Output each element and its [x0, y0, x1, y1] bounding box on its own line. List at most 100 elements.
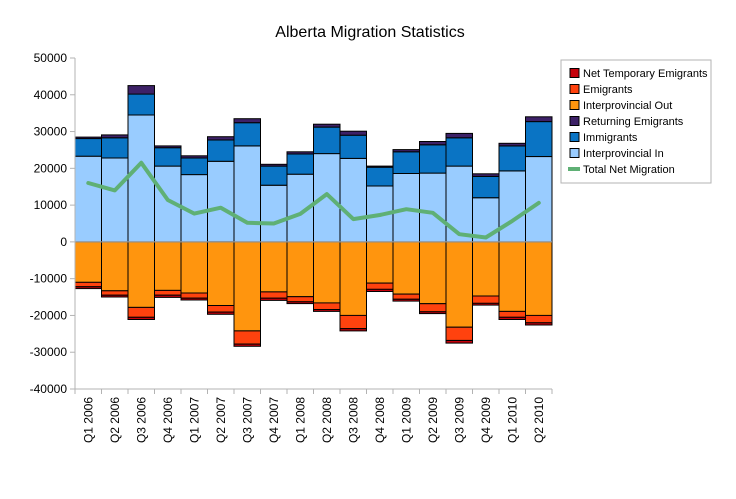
- bar-interprovincial-in-q2-2008: [313, 153, 341, 243]
- bar-emigrants-q1-2009: [392, 293, 420, 300]
- bar-immigrants-q2-2008: [313, 126, 341, 155]
- bar-returning-emigrants-q2-2010: [525, 116, 553, 123]
- bar-interprovincial-out-q2-2009: [419, 241, 447, 305]
- bar-interprovincial-in-q2-2010: [525, 156, 553, 243]
- bar-returning-emigrants-q3-2009: [445, 132, 473, 139]
- bar-emigrants-q1-2006: [74, 281, 102, 288]
- bar-immigrants-q4-2006: [154, 147, 182, 167]
- bar-interprovincial-in-q4-2007: [260, 184, 288, 243]
- bar-immigrants-q4-2008: [366, 166, 394, 187]
- x-tick-label: Q3 2006: [134, 397, 148, 443]
- bar-returning-emigrants-q1-2007: [180, 155, 208, 159]
- y-tick-label: 10000: [34, 198, 68, 212]
- bar-interprovincial-in-q2-2009: [419, 172, 447, 243]
- legend-label-immigrants: Immigrants: [583, 132, 638, 144]
- bar-interprovincial-out-q2-2008: [313, 241, 341, 304]
- bar-emigrants-q3-2006: [127, 306, 155, 318]
- bar-emigrants-q2-2006: [101, 290, 129, 296]
- x-tick-label: Q2 2009: [426, 397, 440, 443]
- x-tick-label: Q2 2010: [532, 397, 546, 443]
- bar-net-temporary-emigrants-q4-2008: [366, 288, 394, 292]
- bar-emigrants-q4-2008: [366, 282, 394, 290]
- bar-immigrants-q1-2007: [180, 157, 208, 176]
- y-tick-label: 20000: [34, 161, 68, 175]
- bar-immigrants-q3-2008: [339, 134, 367, 159]
- bar-emigrants-q1-2010: [498, 310, 526, 318]
- bar-interprovincial-out-q1-2006: [74, 241, 102, 283]
- bar-net-temporary-emigrants-q2-2007: [207, 311, 235, 315]
- legend-label-interprovincial-in: Interprovincial In: [583, 148, 664, 160]
- bar-returning-emigrants-q3-2006: [127, 85, 155, 95]
- bar-returning-emigrants-q4-2008: [366, 165, 394, 168]
- x-tick-label: Q1 2009: [399, 397, 413, 443]
- x-tick-label: Q4 2008: [373, 397, 387, 443]
- bars-layer: [74, 85, 553, 347]
- legend: Net Temporary Emigrants Emigrants Interpro…: [560, 59, 712, 184]
- y-tick-label: -40000: [30, 382, 68, 396]
- legend-label-returning-emigrants: Returning Emigrants: [583, 116, 684, 128]
- bar-interprovincial-out-q3-2009: [445, 241, 473, 328]
- legend-box: [560, 59, 712, 184]
- bar-immigrants-q4-2007: [260, 165, 288, 186]
- bar-emigrants-q2-2009: [419, 303, 447, 313]
- x-tick-label: Q4 2007: [267, 397, 281, 443]
- legend-label-total-net-migration: Total Net Migration: [583, 164, 675, 176]
- bar-net-temporary-emigrants-q2-2008: [313, 309, 341, 312]
- bar-emigrants-q1-2007: [180, 292, 208, 299]
- bar-emigrants-q2-2008: [313, 302, 341, 310]
- bar-net-temporary-emigrants-q4-2006: [154, 294, 182, 298]
- axes: 50000 40000 30000 20000 10000 0 -10000 -20000 -3…: [30, 51, 553, 443]
- bar-immigrants-q3-2007: [233, 122, 261, 147]
- bar-interprovincial-in-q1-2006: [74, 155, 102, 243]
- bar-returning-emigrants-q1-2008: [286, 151, 314, 155]
- bar-net-temporary-emigrants-q4-2009: [472, 302, 500, 306]
- bar-immigrants-q2-2006: [101, 137, 129, 159]
- bar-interprovincial-out-q3-2008: [339, 241, 367, 316]
- bar-interprovincial-out-q1-2010: [498, 241, 526, 312]
- bar-immigrants-q3-2006: [127, 93, 155, 116]
- bar-interprovincial-out-q4-2009: [472, 241, 500, 297]
- bar-returning-emigrants-q1-2006: [74, 136, 102, 140]
- legend-swatch-immigrants: [569, 132, 580, 142]
- bar-interprovincial-in-q1-2010: [498, 170, 526, 243]
- line-total-net-migration: [86, 160, 541, 240]
- bar-interprovincial-in-q2-2007: [207, 160, 235, 243]
- bar-emigrants-q2-2010: [525, 314, 553, 324]
- x-tick-label: Q4 2009: [479, 397, 493, 443]
- bar-emigrants-q2-2007: [207, 305, 235, 313]
- y-tick-label: 40000: [34, 88, 68, 102]
- bar-interprovincial-in-q3-2007: [233, 145, 261, 243]
- legend-swatch-interprovincial-out: [569, 100, 580, 110]
- bar-interprovincial-in-q2-2006: [101, 157, 129, 243]
- bar-net-temporary-emigrants-q2-2006: [101, 294, 129, 298]
- bar-immigrants-q1-2009: [392, 151, 420, 175]
- y-tick-label: 50000: [34, 51, 68, 65]
- bar-interprovincial-out-q2-2006: [101, 241, 129, 292]
- bar-immigrants-q4-2009: [472, 175, 500, 199]
- legend-swatch-interprovincial-in: [569, 148, 580, 158]
- bar-returning-emigrants-q2-2009: [419, 141, 447, 146]
- bar-net-temporary-emigrants-q3-2009: [445, 340, 473, 344]
- bar-net-temporary-emigrants-q1-2009: [392, 298, 420, 302]
- x-tick-label: Q3 2009: [452, 397, 466, 443]
- bar-interprovincial-out-q4-2007: [260, 241, 288, 293]
- legend-swatch-net-temporary-emigrants: [569, 68, 580, 78]
- x-tick-label: Q2 2006: [108, 397, 122, 443]
- legend-swatch-returning-emigrants: [569, 116, 580, 126]
- y-tick-label: -30000: [30, 345, 68, 359]
- bar-emigrants-q4-2009: [472, 295, 500, 304]
- bar-returning-emigrants-q2-2007: [207, 136, 235, 141]
- x-tick-label: Q2 2008: [320, 397, 334, 443]
- bar-returning-emigrants-q2-2006: [101, 134, 129, 139]
- bar-emigrants-q3-2009: [445, 326, 473, 341]
- legend-label-emigrants: Emigrants: [583, 84, 633, 96]
- bar-net-temporary-emigrants-q4-2007: [260, 297, 288, 301]
- y-tick-label: 30000: [34, 125, 68, 139]
- bar-immigrants-q1-2008: [286, 153, 314, 175]
- x-tick-label: Q3 2008: [346, 397, 360, 443]
- bar-returning-emigrants-q3-2007: [233, 118, 261, 124]
- y-tick-label: 0: [60, 235, 67, 249]
- bar-interprovincial-out-q2-2007: [207, 241, 235, 306]
